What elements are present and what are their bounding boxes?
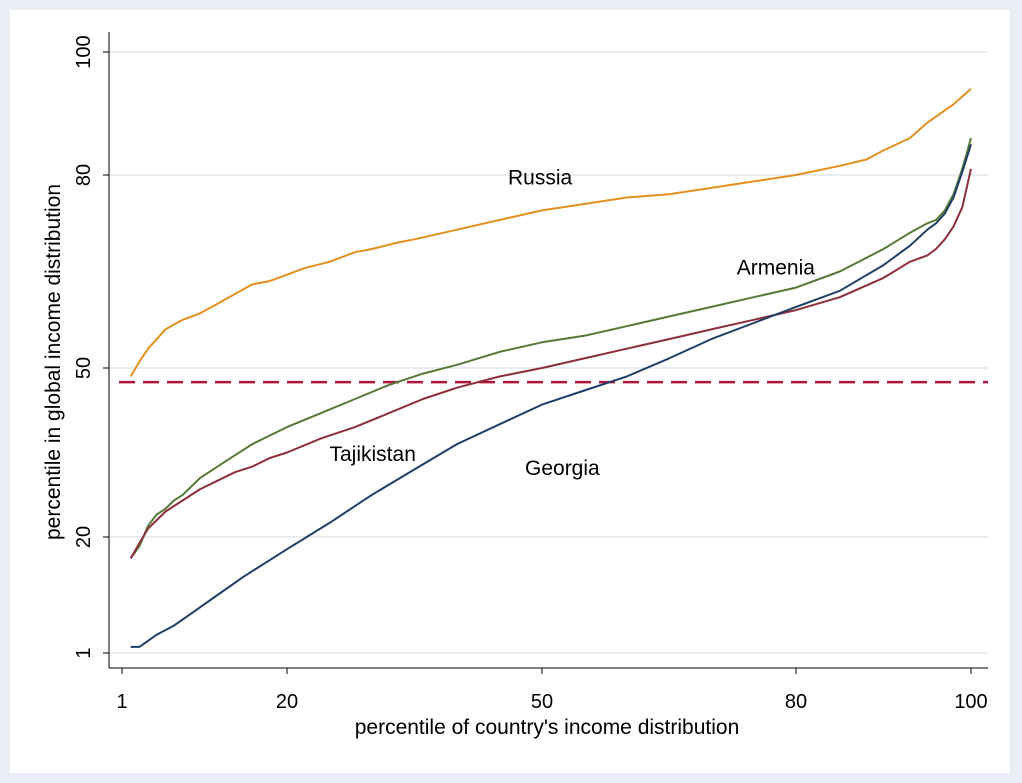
x-tick-label-50: 50 <box>531 691 553 713</box>
y-tick-label-1: 1 <box>73 647 95 658</box>
gridlines <box>109 51 988 654</box>
x-axis-title: percentile of country's income distribut… <box>355 716 740 739</box>
y-tick-label-80: 80 <box>73 164 95 186</box>
series-line-russia <box>129 88 972 378</box>
series-lines <box>129 88 972 648</box>
series-line-armenia <box>129 137 972 559</box>
series-line-tajikistan <box>129 168 972 559</box>
y-tick-label-50: 50 <box>73 357 95 379</box>
series-label-russia: Russia <box>508 167 573 190</box>
x-tick-label-100: 100 <box>954 691 987 713</box>
series-label-armenia: Armenia <box>737 257 816 280</box>
series-label-tajikistan: Tajikistan <box>330 443 416 466</box>
chart-frame: 1 20 50 80 100 1 20 50 80 100 Russia Armenia Tajiki… <box>10 10 1010 773</box>
y-tick-label-20: 20 <box>73 526 95 548</box>
x-tick-label-1: 1 <box>116 691 127 713</box>
x-tick-label-20: 20 <box>276 691 298 713</box>
y-axis-title: percentile in global income distribution <box>42 184 65 540</box>
series-labels: Russia Armenia Tajikistan Georgia <box>330 167 816 480</box>
series-label-georgia: Georgia <box>525 457 600 480</box>
x-tick-label-80: 80 <box>785 691 807 713</box>
series-line-georgia <box>130 143 972 648</box>
y-tick-label-100: 100 <box>73 35 95 68</box>
